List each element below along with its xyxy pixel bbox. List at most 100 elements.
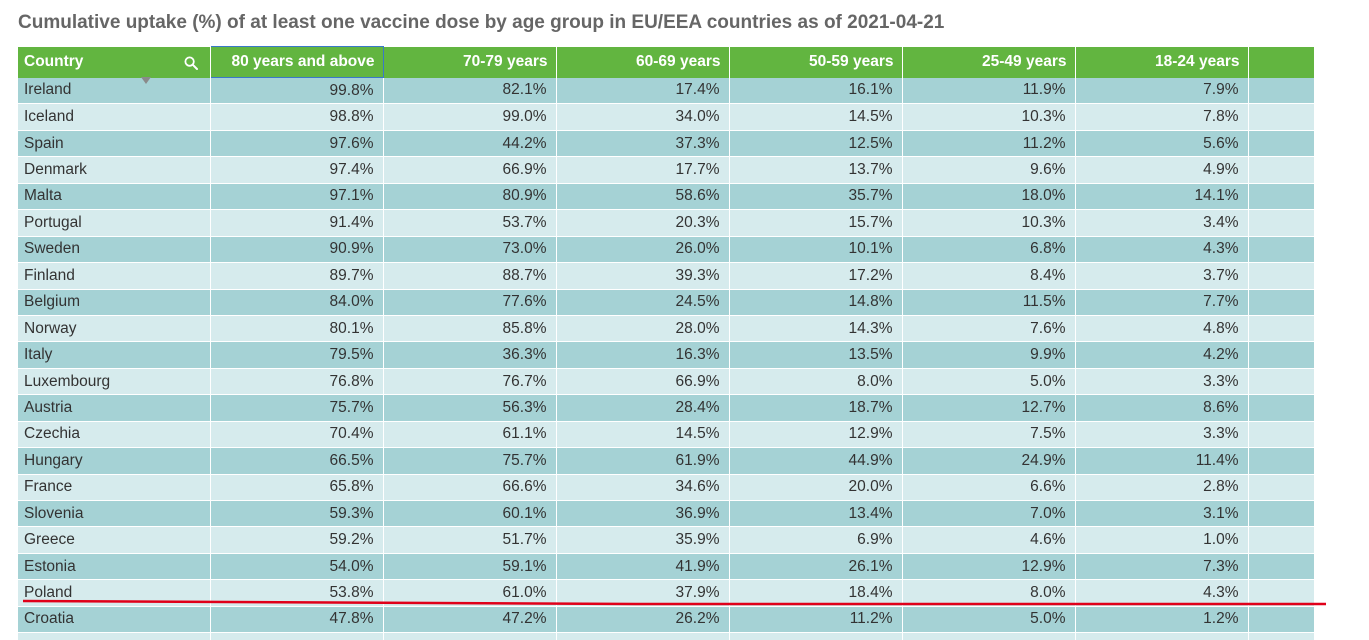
value-cell: 97.6% xyxy=(210,130,384,158)
value-cell: 12.9% xyxy=(729,421,903,449)
value-cell: 4.8% xyxy=(1075,315,1249,343)
value-cell: 51.7% xyxy=(383,526,557,554)
value-cell: 14.8% xyxy=(729,289,903,316)
value-cell: 6.6% xyxy=(902,474,1076,502)
value-cell: 17.4% xyxy=(556,77,730,105)
value-cell: 91.4% xyxy=(210,209,384,237)
country-cell: Luxembourg xyxy=(18,368,211,396)
table-row[interactable]: Greece 59.2% 51.7% 35.9% 6.9% 4.6% 1.0% xyxy=(18,526,1314,554)
value-cell: 13.7% xyxy=(729,156,903,184)
table-row[interactable]: Hungary 66.5% 75.7% 61.9% 44.9% 24.9% 11.4% xyxy=(18,447,1314,475)
table-row[interactable]: Portugal 91.4% 53.7% 20.3% 15.7% 10.3% 3.4% xyxy=(18,209,1314,237)
value-cell: 7.6% xyxy=(902,315,1076,343)
table-row[interactable]: Croatia 47.8% 47.2% 26.2% 11.2% 5.0% 1.2% xyxy=(18,606,1314,634)
value-cell: 34.0% xyxy=(556,103,730,131)
table-row[interactable]: Denmark 97.4% 66.9% 17.7% 13.7% 9.6% 4.9% xyxy=(18,156,1314,184)
partial-cell xyxy=(383,632,557,640)
column-header-label: 18-24 years xyxy=(1155,53,1240,70)
column-header-label: 60-69 years xyxy=(636,53,721,70)
overflow-cell xyxy=(1248,474,1314,502)
sort-descending-icon xyxy=(141,77,151,84)
value-cell: 59.1% xyxy=(383,553,557,581)
value-cell: 14.5% xyxy=(729,103,903,131)
overflow-cell xyxy=(1248,156,1314,184)
value-cell: 60.1% xyxy=(383,500,557,528)
table-row[interactable]: Ireland 99.8% 82.1% 17.4% 16.1% 11.9% 7.9% xyxy=(18,77,1314,105)
column-header-18-24[interactable]: 18-24 years xyxy=(1075,46,1249,78)
value-cell: 28.0% xyxy=(556,315,730,343)
column-header-50-59[interactable]: 50-59 years xyxy=(729,46,903,78)
country-cell: Norway xyxy=(18,315,211,343)
value-cell: 47.2% xyxy=(383,606,557,634)
value-cell: 80.1% xyxy=(210,315,384,343)
country-cell: Greece xyxy=(18,526,211,554)
value-cell: 77.6% xyxy=(383,289,557,316)
partial-cell xyxy=(1075,632,1249,640)
value-cell: 14.3% xyxy=(729,315,903,343)
value-cell: 13.5% xyxy=(729,341,903,369)
overflow-cell xyxy=(1248,606,1314,634)
table-row[interactable]: Malta 97.1% 80.9% 58.6% 35.7% 18.0% 14.1% xyxy=(18,183,1314,211)
table-row[interactable]: France 65.8% 66.6% 34.6% 20.0% 6.6% 2.8% xyxy=(18,474,1314,502)
country-cell: Croatia xyxy=(18,606,211,634)
column-header-country[interactable]: Country xyxy=(18,46,211,78)
value-cell: 79.5% xyxy=(210,341,384,369)
value-cell: 39.3% xyxy=(556,262,730,290)
value-cell: 14.1% xyxy=(1075,183,1249,211)
value-cell: 2.8% xyxy=(1075,474,1249,502)
table-row[interactable]: Iceland 98.8% 99.0% 34.0% 14.5% 10.3% 7.8% xyxy=(18,103,1314,131)
value-cell: 37.3% xyxy=(556,130,730,158)
value-cell: 99.0% xyxy=(383,103,557,131)
column-header-80-plus[interactable]: 80 years and above xyxy=(209,46,384,78)
value-cell: 6.9% xyxy=(729,526,903,554)
value-cell: 18.7% xyxy=(729,394,903,422)
column-header-60-69[interactable]: 60-69 years xyxy=(556,46,730,78)
value-cell: 8.6% xyxy=(1075,394,1249,422)
value-cell: 1.2% xyxy=(1075,606,1249,634)
table-row[interactable]: Belgium 84.0% 77.6% 24.5% 14.8% 11.5% 7.7% xyxy=(18,289,1314,316)
table-row[interactable]: Estonia 54.0% 59.1% 41.9% 26.1% 12.9% 7.3% xyxy=(18,553,1314,581)
value-cell: 56.3% xyxy=(383,394,557,422)
value-cell: 15.7% xyxy=(729,209,903,237)
column-header-70-79[interactable]: 70-79 years xyxy=(383,46,557,78)
country-cell: Estonia xyxy=(18,553,211,581)
value-cell: 4.3% xyxy=(1075,579,1249,607)
overflow-cell xyxy=(1248,262,1314,290)
table-row[interactable]: Luxembourg 76.8% 76.7% 66.9% 8.0% 5.0% 3.3% xyxy=(18,368,1314,396)
column-header-25-49[interactable]: 25-49 years xyxy=(902,46,1076,78)
overflow-cell xyxy=(1248,341,1314,369)
column-header-overflow xyxy=(1248,46,1314,78)
table-row[interactable]: Austria 75.7% 56.3% 28.4% 18.7% 12.7% 8.6% xyxy=(18,394,1314,422)
table-row[interactable]: Sweden 90.9% 73.0% 26.0% 10.1% 6.8% 4.3% xyxy=(18,236,1314,264)
country-cell: Malta xyxy=(18,183,211,211)
value-cell: 9.6% xyxy=(902,156,1076,184)
value-cell: 7.3% xyxy=(1075,553,1249,581)
table-row[interactable]: Italy 79.5% 36.3% 16.3% 13.5% 9.9% 4.2% xyxy=(18,341,1314,369)
value-cell: 35.9% xyxy=(556,526,730,554)
table-row[interactable]: Norway 80.1% 85.8% 28.0% 14.3% 7.6% 4.8% xyxy=(18,315,1314,343)
data-table-container[interactable]: Country 80 years and above 70-79 years 6… xyxy=(18,46,1369,640)
value-cell: 10.3% xyxy=(902,103,1076,131)
value-cell: 97.1% xyxy=(210,183,384,211)
value-cell: 16.1% xyxy=(729,77,903,105)
table-row[interactable]: Czechia 70.4% 61.1% 14.5% 12.9% 7.5% 3.3% xyxy=(18,421,1314,449)
table-row[interactable]: Spain 97.6% 44.2% 37.3% 12.5% 11.2% 5.6% xyxy=(18,130,1314,158)
value-cell: 26.0% xyxy=(556,236,730,264)
value-cell: 41.9% xyxy=(556,553,730,581)
table-row[interactable]: Finland 89.7% 88.7% 39.3% 17.2% 8.4% 3.7% xyxy=(18,262,1314,290)
overflow-cell xyxy=(1248,553,1314,581)
country-cell: France xyxy=(18,474,211,502)
value-cell: 3.7% xyxy=(1075,262,1249,290)
value-cell: 24.5% xyxy=(556,289,730,316)
search-icon[interactable] xyxy=(184,56,198,70)
value-cell: 98.8% xyxy=(210,103,384,131)
value-cell: 7.7% xyxy=(1075,289,1249,316)
table-row[interactable]: Slovenia 59.3% 60.1% 36.9% 13.4% 7.0% 3.1% xyxy=(18,500,1314,528)
overflow-cell xyxy=(1248,209,1314,237)
value-cell: 73.0% xyxy=(383,236,557,264)
annotation-underline xyxy=(23,599,1326,606)
vaccine-uptake-table: Country 80 years and above 70-79 years 6… xyxy=(18,46,1315,640)
overflow-cell xyxy=(1248,183,1314,211)
header-row: Country 80 years and above 70-79 years 6… xyxy=(18,46,1314,78)
partial-cell xyxy=(729,632,903,640)
